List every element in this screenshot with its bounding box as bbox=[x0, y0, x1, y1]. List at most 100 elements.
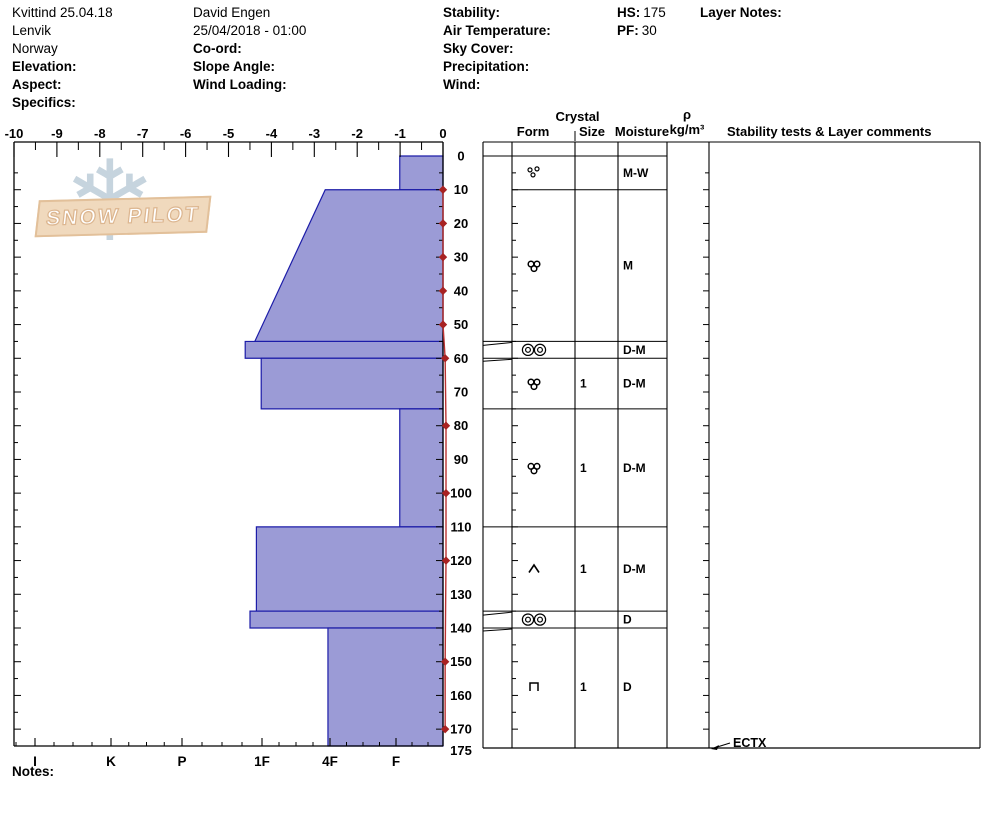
specifics-label: Specifics: bbox=[12, 95, 76, 110]
grain-form-symbol-melt-forms-cluster bbox=[527, 260, 541, 273]
pf-value: 30 bbox=[641, 23, 657, 38]
temp-tick-label: -7 bbox=[137, 126, 149, 141]
moisture-value: M-W bbox=[623, 166, 649, 180]
symbol-part bbox=[530, 467, 538, 475]
stability-label: Stability: bbox=[443, 5, 501, 20]
moisture-value: D-M bbox=[623, 562, 646, 576]
temp-tick-label: -6 bbox=[180, 126, 192, 141]
depth-label: 150 bbox=[450, 654, 472, 669]
layer-bar bbox=[327, 627, 444, 747]
symbol-part bbox=[530, 172, 536, 178]
temp-tick-label: -2 bbox=[351, 126, 363, 141]
temperature-marker bbox=[438, 252, 448, 262]
snowpilot-logo: ❄ SNOW PILOT bbox=[34, 146, 215, 276]
hs-value: 175 bbox=[643, 5, 666, 20]
size-header: Size bbox=[578, 124, 605, 139]
symbol-part bbox=[536, 616, 543, 623]
location-country: Norway bbox=[12, 41, 58, 56]
location-name: Kvittind 25.04.18 bbox=[12, 5, 113, 20]
elevation-label: Elevation: bbox=[12, 59, 77, 74]
grain-form-symbol-melt-freeze-crust bbox=[521, 613, 547, 626]
depth-label: 90 bbox=[454, 452, 468, 467]
symbol-part bbox=[521, 343, 535, 357]
symbol-part bbox=[534, 166, 540, 172]
header-location-block: Kvittind 25.04.18 Lenvik Norway Elevatio… bbox=[12, 4, 113, 112]
layer-bar bbox=[249, 610, 444, 629]
coord-label: Co-ord: bbox=[193, 41, 242, 56]
slope-angle-label: Slope Angle: bbox=[193, 59, 276, 74]
depth-label: 10 bbox=[454, 182, 468, 197]
symbol-part bbox=[528, 563, 540, 573]
symbol-part bbox=[524, 616, 531, 623]
notes-label: Notes: bbox=[12, 764, 55, 779]
temp-tick-label: -10 bbox=[5, 126, 24, 141]
header-observer-block: David Engen 25/04/2018 - 01:00 Co-ord: S… bbox=[193, 4, 306, 94]
form-header: Form bbox=[516, 124, 550, 139]
grain-form-symbol-depth-hoar bbox=[528, 563, 540, 573]
moisture-header: Moisture bbox=[614, 124, 670, 139]
moisture-value: D-M bbox=[623, 377, 646, 391]
hardness-tick-label: P bbox=[177, 754, 186, 769]
depth-label: 60 bbox=[454, 351, 468, 366]
header-conditions-block: Stability: Air Temperature: Sky Cover: P… bbox=[443, 4, 551, 94]
temp-tick-label: -8 bbox=[94, 126, 106, 141]
crust-leader-line bbox=[482, 341, 513, 346]
density-units-header: kg/m³ bbox=[669, 122, 705, 137]
temp-tick-label: -3 bbox=[309, 126, 321, 141]
observer-name: David Engen bbox=[193, 5, 271, 20]
layer-bar bbox=[244, 340, 444, 359]
symbol-part bbox=[536, 346, 543, 353]
moisture-value: D-M bbox=[623, 343, 646, 357]
grain-form-symbol-melt-forms-loose bbox=[527, 166, 540, 178]
crust-leader-line bbox=[482, 628, 513, 632]
temperature-marker bbox=[441, 488, 451, 498]
symbol-part bbox=[529, 682, 539, 691]
symbol-part bbox=[533, 343, 547, 357]
depth-label: 175 bbox=[450, 743, 472, 758]
grain-size-value: 1 bbox=[580, 562, 587, 576]
temperature-marker bbox=[441, 421, 451, 430]
hs-label: HS: bbox=[617, 5, 641, 20]
temperature-marker bbox=[438, 286, 448, 296]
grain-form-symbol-melt-forms-cluster bbox=[527, 462, 541, 475]
air-temp-label: Air Temperature: bbox=[443, 23, 551, 38]
temperature-marker bbox=[440, 354, 450, 363]
temperature-marker bbox=[438, 185, 448, 194]
stability-test-label: ECTX bbox=[733, 736, 767, 750]
depth-label: 30 bbox=[454, 250, 468, 265]
crust-leader-line bbox=[482, 358, 513, 362]
sky-cover-label: Sky Cover: bbox=[443, 41, 514, 56]
temp-tick-label: -1 bbox=[394, 126, 406, 141]
depth-label: 160 bbox=[450, 688, 472, 703]
hardness-tick-label: K bbox=[106, 754, 116, 769]
symbol-part bbox=[530, 265, 538, 273]
temp-tick-label: 0 bbox=[439, 126, 446, 141]
moisture-value: D-M bbox=[623, 461, 646, 475]
moisture-value: D bbox=[623, 680, 632, 694]
grain-size-value: 1 bbox=[580, 377, 587, 391]
crust-leader-line bbox=[482, 611, 513, 616]
symbol-part bbox=[521, 613, 535, 626]
hardness-tick-label: F bbox=[392, 754, 400, 769]
layer-bar bbox=[253, 189, 444, 343]
symbol-part bbox=[527, 167, 533, 173]
grain-size-value: 1 bbox=[580, 680, 587, 694]
pf-row: PF: 30 bbox=[617, 22, 666, 40]
depth-label: 20 bbox=[454, 216, 468, 231]
moisture-value: D bbox=[623, 613, 632, 627]
temperature-marker bbox=[440, 724, 450, 734]
symbol-part bbox=[533, 613, 547, 626]
depth-label: 170 bbox=[450, 722, 472, 737]
grain-form-symbol-facets bbox=[529, 682, 539, 691]
header-hs-pf-block: HS: 175 PF: 30 bbox=[617, 4, 666, 40]
depth-label: 130 bbox=[450, 587, 472, 602]
temp-tick-label: -9 bbox=[51, 126, 63, 141]
temperature-marker bbox=[438, 219, 448, 228]
stability-test-arrowhead bbox=[711, 745, 719, 750]
temperature-marker bbox=[441, 556, 451, 565]
grain-size-value: 1 bbox=[580, 461, 587, 475]
layer-notes-label: Layer Notes: bbox=[700, 5, 782, 20]
layer-bar bbox=[255, 526, 444, 612]
density-header: ρ bbox=[682, 107, 692, 122]
